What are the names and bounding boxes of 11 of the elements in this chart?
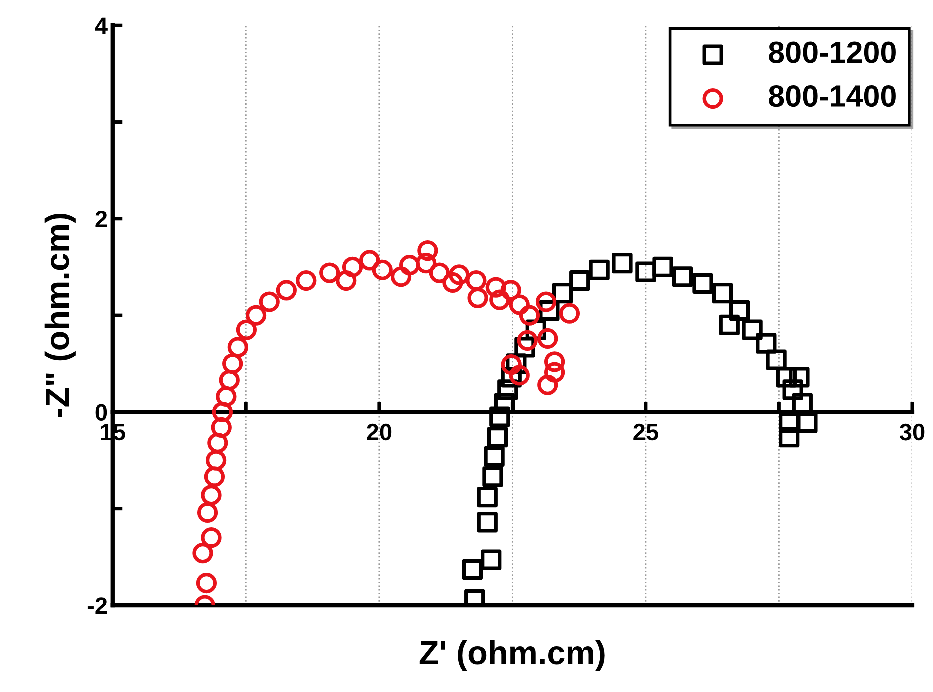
y-axis-title: -Z" (ohm.cm) xyxy=(44,214,76,418)
legend-label: 800-1400 xyxy=(769,85,896,108)
y-tick-label: 2 xyxy=(96,210,108,228)
y-tick-label: 0 xyxy=(96,404,108,421)
x-tick-label: 25 xyxy=(634,424,658,441)
x-tick-label: 30 xyxy=(900,424,925,441)
x-axis-title: Z' (ohm.cm) xyxy=(420,640,605,672)
legend-label: 800-1200 xyxy=(769,42,896,64)
y-tick-label: 4 xyxy=(95,18,108,34)
x-tick-label: 20 xyxy=(367,424,392,441)
y-tick-label: -2 xyxy=(88,598,108,614)
